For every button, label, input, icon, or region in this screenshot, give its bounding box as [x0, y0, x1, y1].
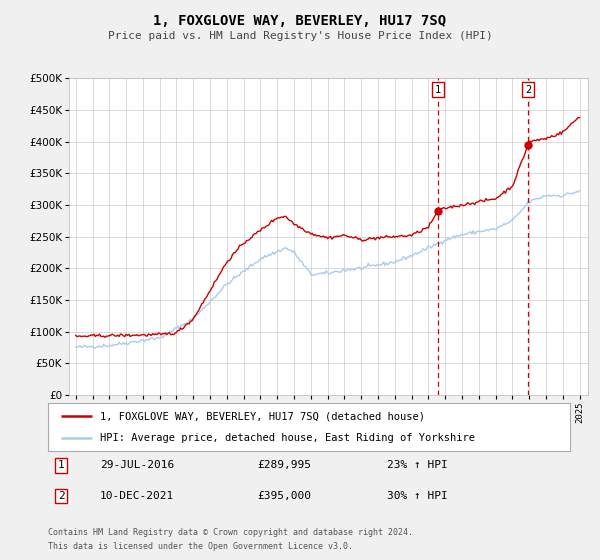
- Text: 2: 2: [525, 85, 532, 95]
- Text: 1, FOXGLOVE WAY, BEVERLEY, HU17 7SQ: 1, FOXGLOVE WAY, BEVERLEY, HU17 7SQ: [154, 14, 446, 28]
- Text: 30% ↑ HPI: 30% ↑ HPI: [388, 491, 448, 501]
- Text: 1: 1: [58, 460, 64, 470]
- Text: HPI: Average price, detached house, East Riding of Yorkshire: HPI: Average price, detached house, East…: [100, 433, 475, 443]
- Text: 1: 1: [435, 85, 441, 95]
- Text: This data is licensed under the Open Government Licence v3.0.: This data is licensed under the Open Gov…: [48, 542, 353, 550]
- Text: 1, FOXGLOVE WAY, BEVERLEY, HU17 7SQ (detached house): 1, FOXGLOVE WAY, BEVERLEY, HU17 7SQ (det…: [100, 411, 425, 421]
- Text: Contains HM Land Registry data © Crown copyright and database right 2024.: Contains HM Land Registry data © Crown c…: [48, 528, 413, 536]
- Text: 23% ↑ HPI: 23% ↑ HPI: [388, 460, 448, 470]
- Text: £395,000: £395,000: [257, 491, 311, 501]
- Text: 10-DEC-2021: 10-DEC-2021: [100, 491, 175, 501]
- Text: 29-JUL-2016: 29-JUL-2016: [100, 460, 175, 470]
- Text: £289,995: £289,995: [257, 460, 311, 470]
- Text: 2: 2: [58, 491, 64, 501]
- Text: Price paid vs. HM Land Registry's House Price Index (HPI): Price paid vs. HM Land Registry's House …: [107, 31, 493, 41]
